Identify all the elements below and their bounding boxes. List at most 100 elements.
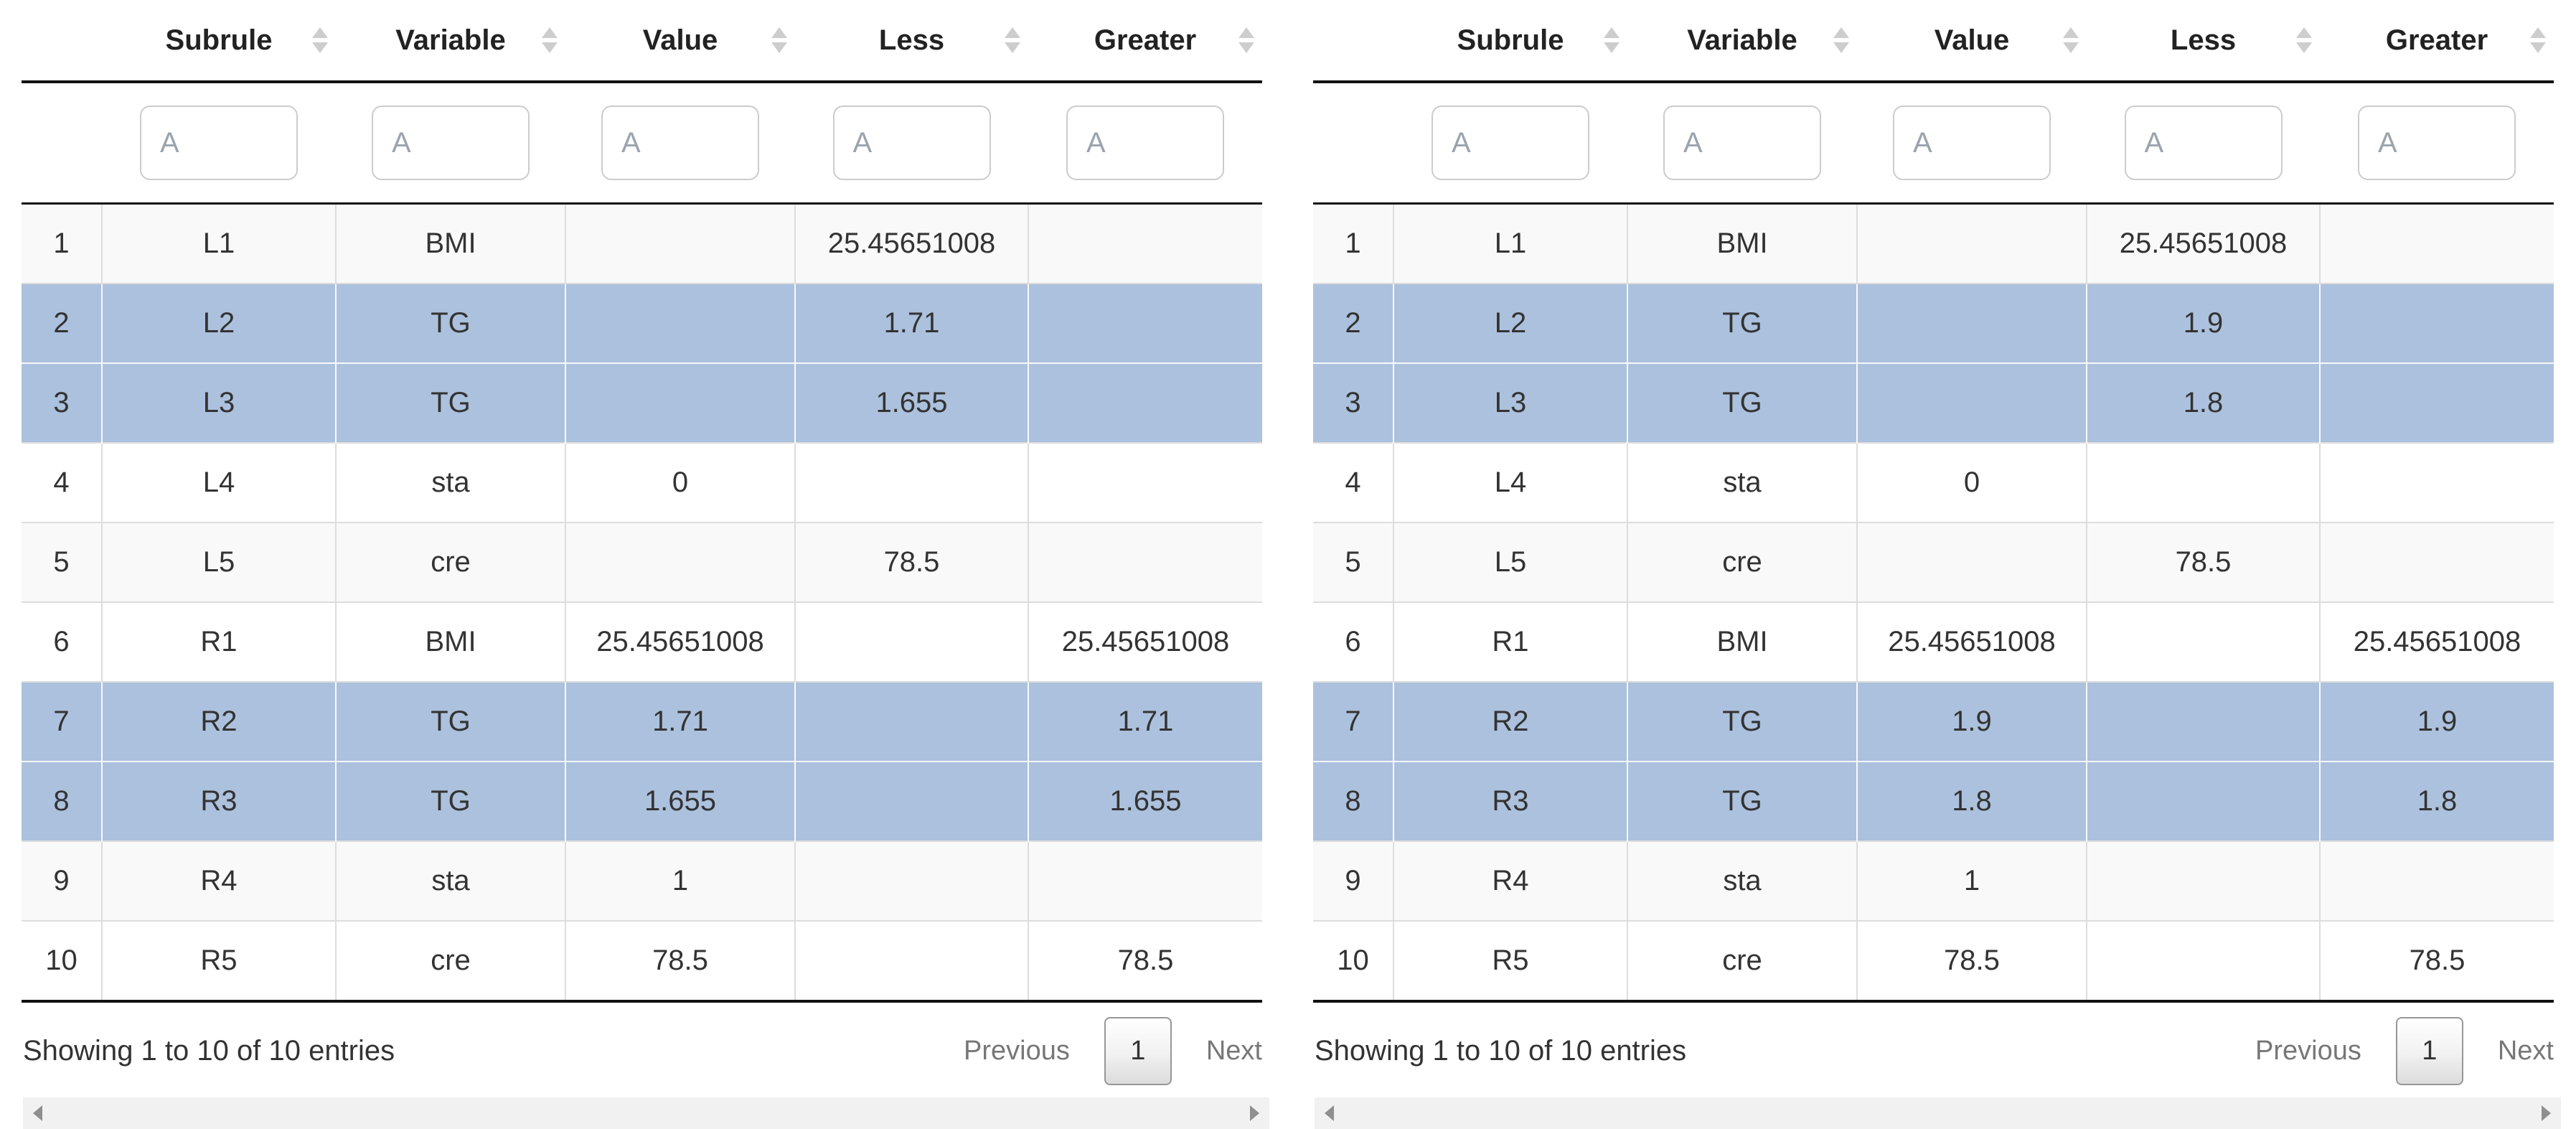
column-header-greater[interactable]: Greater bbox=[1028, 0, 1262, 83]
cell-variable: sta bbox=[1627, 840, 1857, 921]
sort-both-icon bbox=[2529, 27, 2547, 53]
cell-index: 5 bbox=[1313, 522, 1393, 602]
filter-input-greater[interactable] bbox=[2358, 106, 2516, 180]
cell-subrule: L2 bbox=[1393, 283, 1627, 363]
sort-ascending-icon bbox=[1005, 27, 1020, 38]
sort-ascending-icon bbox=[771, 27, 787, 38]
cell-index: 3 bbox=[22, 362, 102, 443]
filter-input-less[interactable] bbox=[832, 106, 991, 180]
page-1-button[interactable]: 1 bbox=[1104, 1016, 1172, 1085]
table-row-R5[interactable]: 10 R5 cre 78.5 78.5 bbox=[22, 920, 1262, 1003]
table-row-R3[interactable]: 8 R3 TG 1.655 1.655 bbox=[22, 761, 1262, 841]
cell-variable: cre bbox=[335, 920, 565, 1003]
filter-input-value[interactable] bbox=[1893, 106, 2051, 180]
cell-greater bbox=[2319, 362, 2554, 443]
cell-index: 5 bbox=[22, 522, 102, 602]
previous-button[interactable]: Previous bbox=[964, 1035, 1070, 1066]
sort-descending-icon bbox=[542, 42, 558, 53]
table-row-L2[interactable]: 2 L2 TG 1.71 bbox=[22, 283, 1262, 363]
cell-variable: TG bbox=[1627, 761, 1857, 841]
filter-input-value[interactable] bbox=[601, 106, 759, 180]
filter-input-less[interactable] bbox=[2124, 106, 2283, 180]
table-row-L5[interactable]: 5 L5 cre 78.5 bbox=[22, 522, 1262, 602]
filter-cell-variable bbox=[336, 82, 565, 205]
column-header-index bbox=[22, 0, 102, 83]
cell-subrule: L4 bbox=[101, 442, 336, 523]
previous-button[interactable]: Previous bbox=[2255, 1035, 2361, 1066]
column-header-label: Greater bbox=[1094, 24, 1197, 56]
cell-less bbox=[2086, 601, 2320, 682]
column-header-value[interactable]: Value bbox=[1857, 0, 2087, 83]
sort-descending-icon bbox=[2530, 42, 2546, 53]
column-header-subrule[interactable]: Subrule bbox=[102, 0, 336, 83]
column-header-subrule[interactable]: Subrule bbox=[1393, 0, 1627, 83]
table-row-R4[interactable]: 9 R4 sta 1 bbox=[22, 840, 1262, 921]
column-header-label: Subrule bbox=[1457, 24, 1564, 56]
next-button[interactable]: Next bbox=[2497, 1035, 2554, 1066]
filter-input-variable[interactable] bbox=[372, 106, 530, 180]
sort-ascending-icon bbox=[312, 27, 328, 38]
table-row-R5[interactable]: 10 R5 cre 78.5 78.5 bbox=[1313, 920, 2554, 1003]
scroll-right-arrow-icon[interactable] bbox=[1250, 1105, 1259, 1121]
sort-ascending-icon bbox=[2530, 27, 2546, 38]
page-1-button[interactable]: 1 bbox=[2395, 1016, 2463, 1085]
cell-greater: 25.45651008 bbox=[2319, 601, 2554, 682]
cell-index: 6 bbox=[22, 601, 102, 682]
table-row-L2[interactable]: 2 L2 TG 1.9 bbox=[1313, 283, 2554, 363]
cell-value bbox=[1856, 283, 2087, 363]
filter-cell-variable bbox=[1627, 82, 1857, 205]
cell-subrule: R3 bbox=[101, 761, 336, 841]
scroll-left-arrow-icon[interactable] bbox=[33, 1105, 42, 1121]
filter-input-greater[interactable] bbox=[1066, 106, 1224, 180]
column-header-variable[interactable]: Variable bbox=[336, 0, 565, 83]
next-button[interactable]: Next bbox=[1205, 1035, 1262, 1066]
cell-index: 8 bbox=[1313, 761, 1393, 841]
table-row-L4[interactable]: 4 L4 sta 0 bbox=[22, 442, 1262, 523]
sort-ascending-icon bbox=[1238, 27, 1254, 38]
table-row-R4[interactable]: 9 R4 sta 1 bbox=[1313, 840, 2554, 921]
cell-subrule: R2 bbox=[101, 681, 336, 762]
column-header-greater[interactable]: Greater bbox=[2320, 0, 2554, 83]
table-row-R2[interactable]: 7 R2 TG 1.71 1.71 bbox=[22, 681, 1262, 762]
table-row-R3[interactable]: 8 R3 TG 1.8 1.8 bbox=[1313, 761, 2554, 841]
filter-input-subrule[interactable] bbox=[1432, 106, 1589, 180]
column-header-less[interactable]: Less bbox=[2087, 0, 2320, 83]
horizontal-scrollbar[interactable] bbox=[1315, 1097, 2561, 1129]
column-header-value[interactable]: Value bbox=[565, 0, 795, 83]
table-footer: Showing 1 to 10 of 10 entries Previous 1 Ne… bbox=[1313, 1003, 2554, 1095]
table-footer: Showing 1 to 10 of 10 entries Previous 1 Ne… bbox=[22, 1003, 1262, 1095]
table-row-L4[interactable]: 4 L4 sta 0 bbox=[1313, 442, 2554, 523]
cell-index: 4 bbox=[1313, 442, 1393, 523]
table-row-L3[interactable]: 3 L3 TG 1.655 bbox=[22, 362, 1262, 443]
table-row-L1[interactable]: 1 L1 BMI 25.45651008 bbox=[22, 203, 1262, 284]
cell-greater: 1.8 bbox=[2319, 761, 2554, 841]
cell-less: 78.5 bbox=[2086, 522, 2320, 602]
cell-subrule: L4 bbox=[1393, 442, 1627, 523]
table-row-L5[interactable]: 5 L5 cre 78.5 bbox=[1313, 522, 2554, 602]
filter-input-variable[interactable] bbox=[1663, 106, 1821, 180]
table-row-R1[interactable]: 6 R1 BMI 25.45651008 25.45651008 bbox=[22, 601, 1262, 682]
cell-greater bbox=[1028, 840, 1262, 921]
cell-less bbox=[2086, 442, 2320, 523]
filter-input-subrule[interactable] bbox=[140, 106, 298, 180]
column-header-variable[interactable]: Variable bbox=[1627, 0, 1857, 83]
table-row-L1[interactable]: 1 L1 BMI 25.45651008 bbox=[1313, 203, 2554, 284]
table-row-R1[interactable]: 6 R1 BMI 25.45651008 25.45651008 bbox=[1313, 601, 2554, 682]
cell-greater: 1.71 bbox=[1028, 681, 1262, 762]
table-row-R2[interactable]: 7 R2 TG 1.9 1.9 bbox=[1313, 681, 2554, 762]
column-header-index bbox=[1313, 0, 1393, 83]
column-header-less[interactable]: Less bbox=[795, 0, 1028, 83]
cell-greater bbox=[2319, 283, 2554, 363]
column-header-label: Variable bbox=[1687, 24, 1797, 56]
cell-greater bbox=[1028, 203, 1262, 284]
horizontal-scrollbar[interactable] bbox=[23, 1097, 1269, 1129]
cell-index: 1 bbox=[1345, 228, 1361, 259]
scroll-right-arrow-icon[interactable] bbox=[2542, 1105, 2551, 1121]
table-row-L3[interactable]: 3 L3 TG 1.8 bbox=[1313, 362, 2554, 443]
cell-greater: 1.655 bbox=[1028, 761, 1262, 841]
scroll-left-arrow-icon[interactable] bbox=[1325, 1105, 1334, 1121]
cell-less: 1.9 bbox=[2086, 283, 2320, 363]
sort-ascending-icon bbox=[2063, 27, 2079, 38]
cell-variable: sta bbox=[335, 840, 565, 921]
